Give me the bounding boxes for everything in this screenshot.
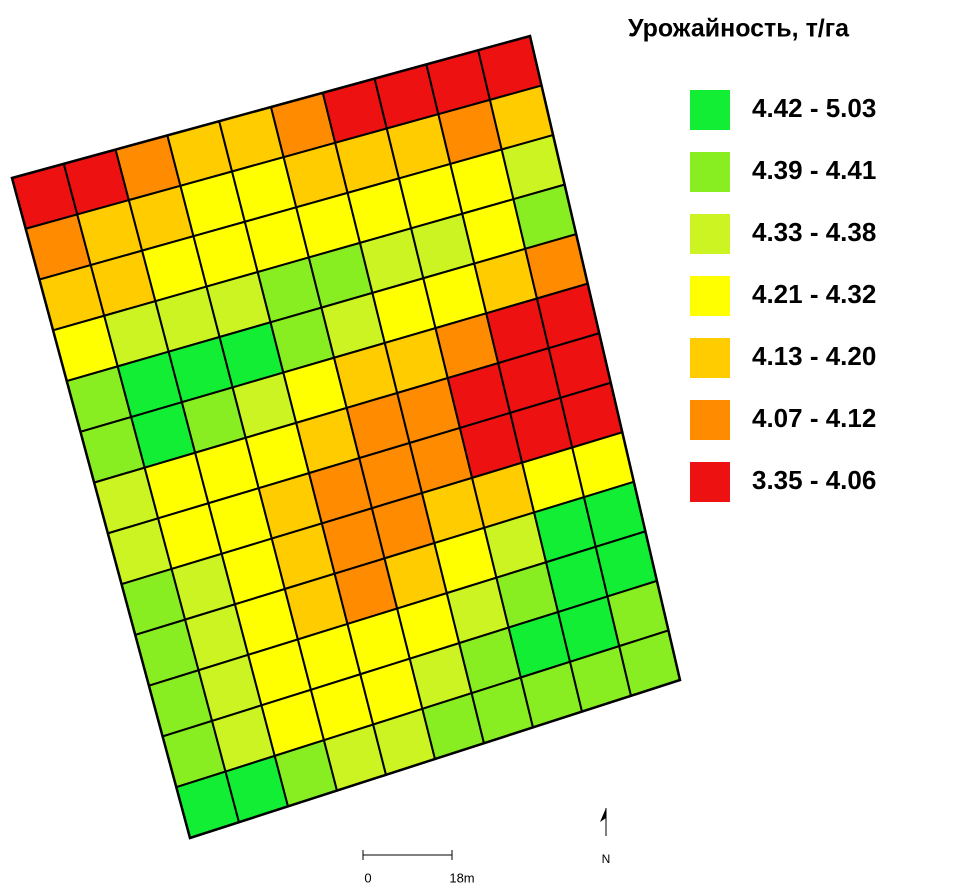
legend-swatch bbox=[690, 338, 730, 378]
field-outline bbox=[10, 34, 682, 840]
legend-label: 4.07 - 4.12 bbox=[752, 403, 876, 433]
legend-swatch bbox=[690, 400, 730, 440]
legend-label: 4.13 - 4.20 bbox=[752, 341, 876, 371]
legend-title: Урожайность, т/га bbox=[628, 15, 850, 43]
legend-label: 4.39 - 4.41 bbox=[752, 155, 876, 185]
legend: 4.42 - 5.03 4.39 - 4.41 4.33 - 4.38 4.21 - … bbox=[690, 90, 876, 502]
legend-label: 4.33 - 4.38 bbox=[752, 217, 876, 247]
legend-swatch bbox=[690, 276, 730, 316]
field-grid bbox=[10, 34, 682, 840]
legend-swatch bbox=[690, 90, 730, 130]
scale-end: 18m bbox=[449, 870, 474, 885]
legend-label: 3.35 - 4.06 bbox=[752, 465, 876, 495]
legend-swatch bbox=[690, 462, 730, 502]
legend-label: 4.42 - 5.03 bbox=[752, 93, 876, 123]
legend-swatch bbox=[690, 152, 730, 192]
north-arrow-head bbox=[600, 808, 606, 822]
north-label: N bbox=[602, 852, 611, 866]
scale-start: 0 bbox=[364, 870, 371, 885]
legend-label: 4.21 - 4.32 bbox=[752, 279, 876, 309]
legend-swatch bbox=[690, 214, 730, 254]
